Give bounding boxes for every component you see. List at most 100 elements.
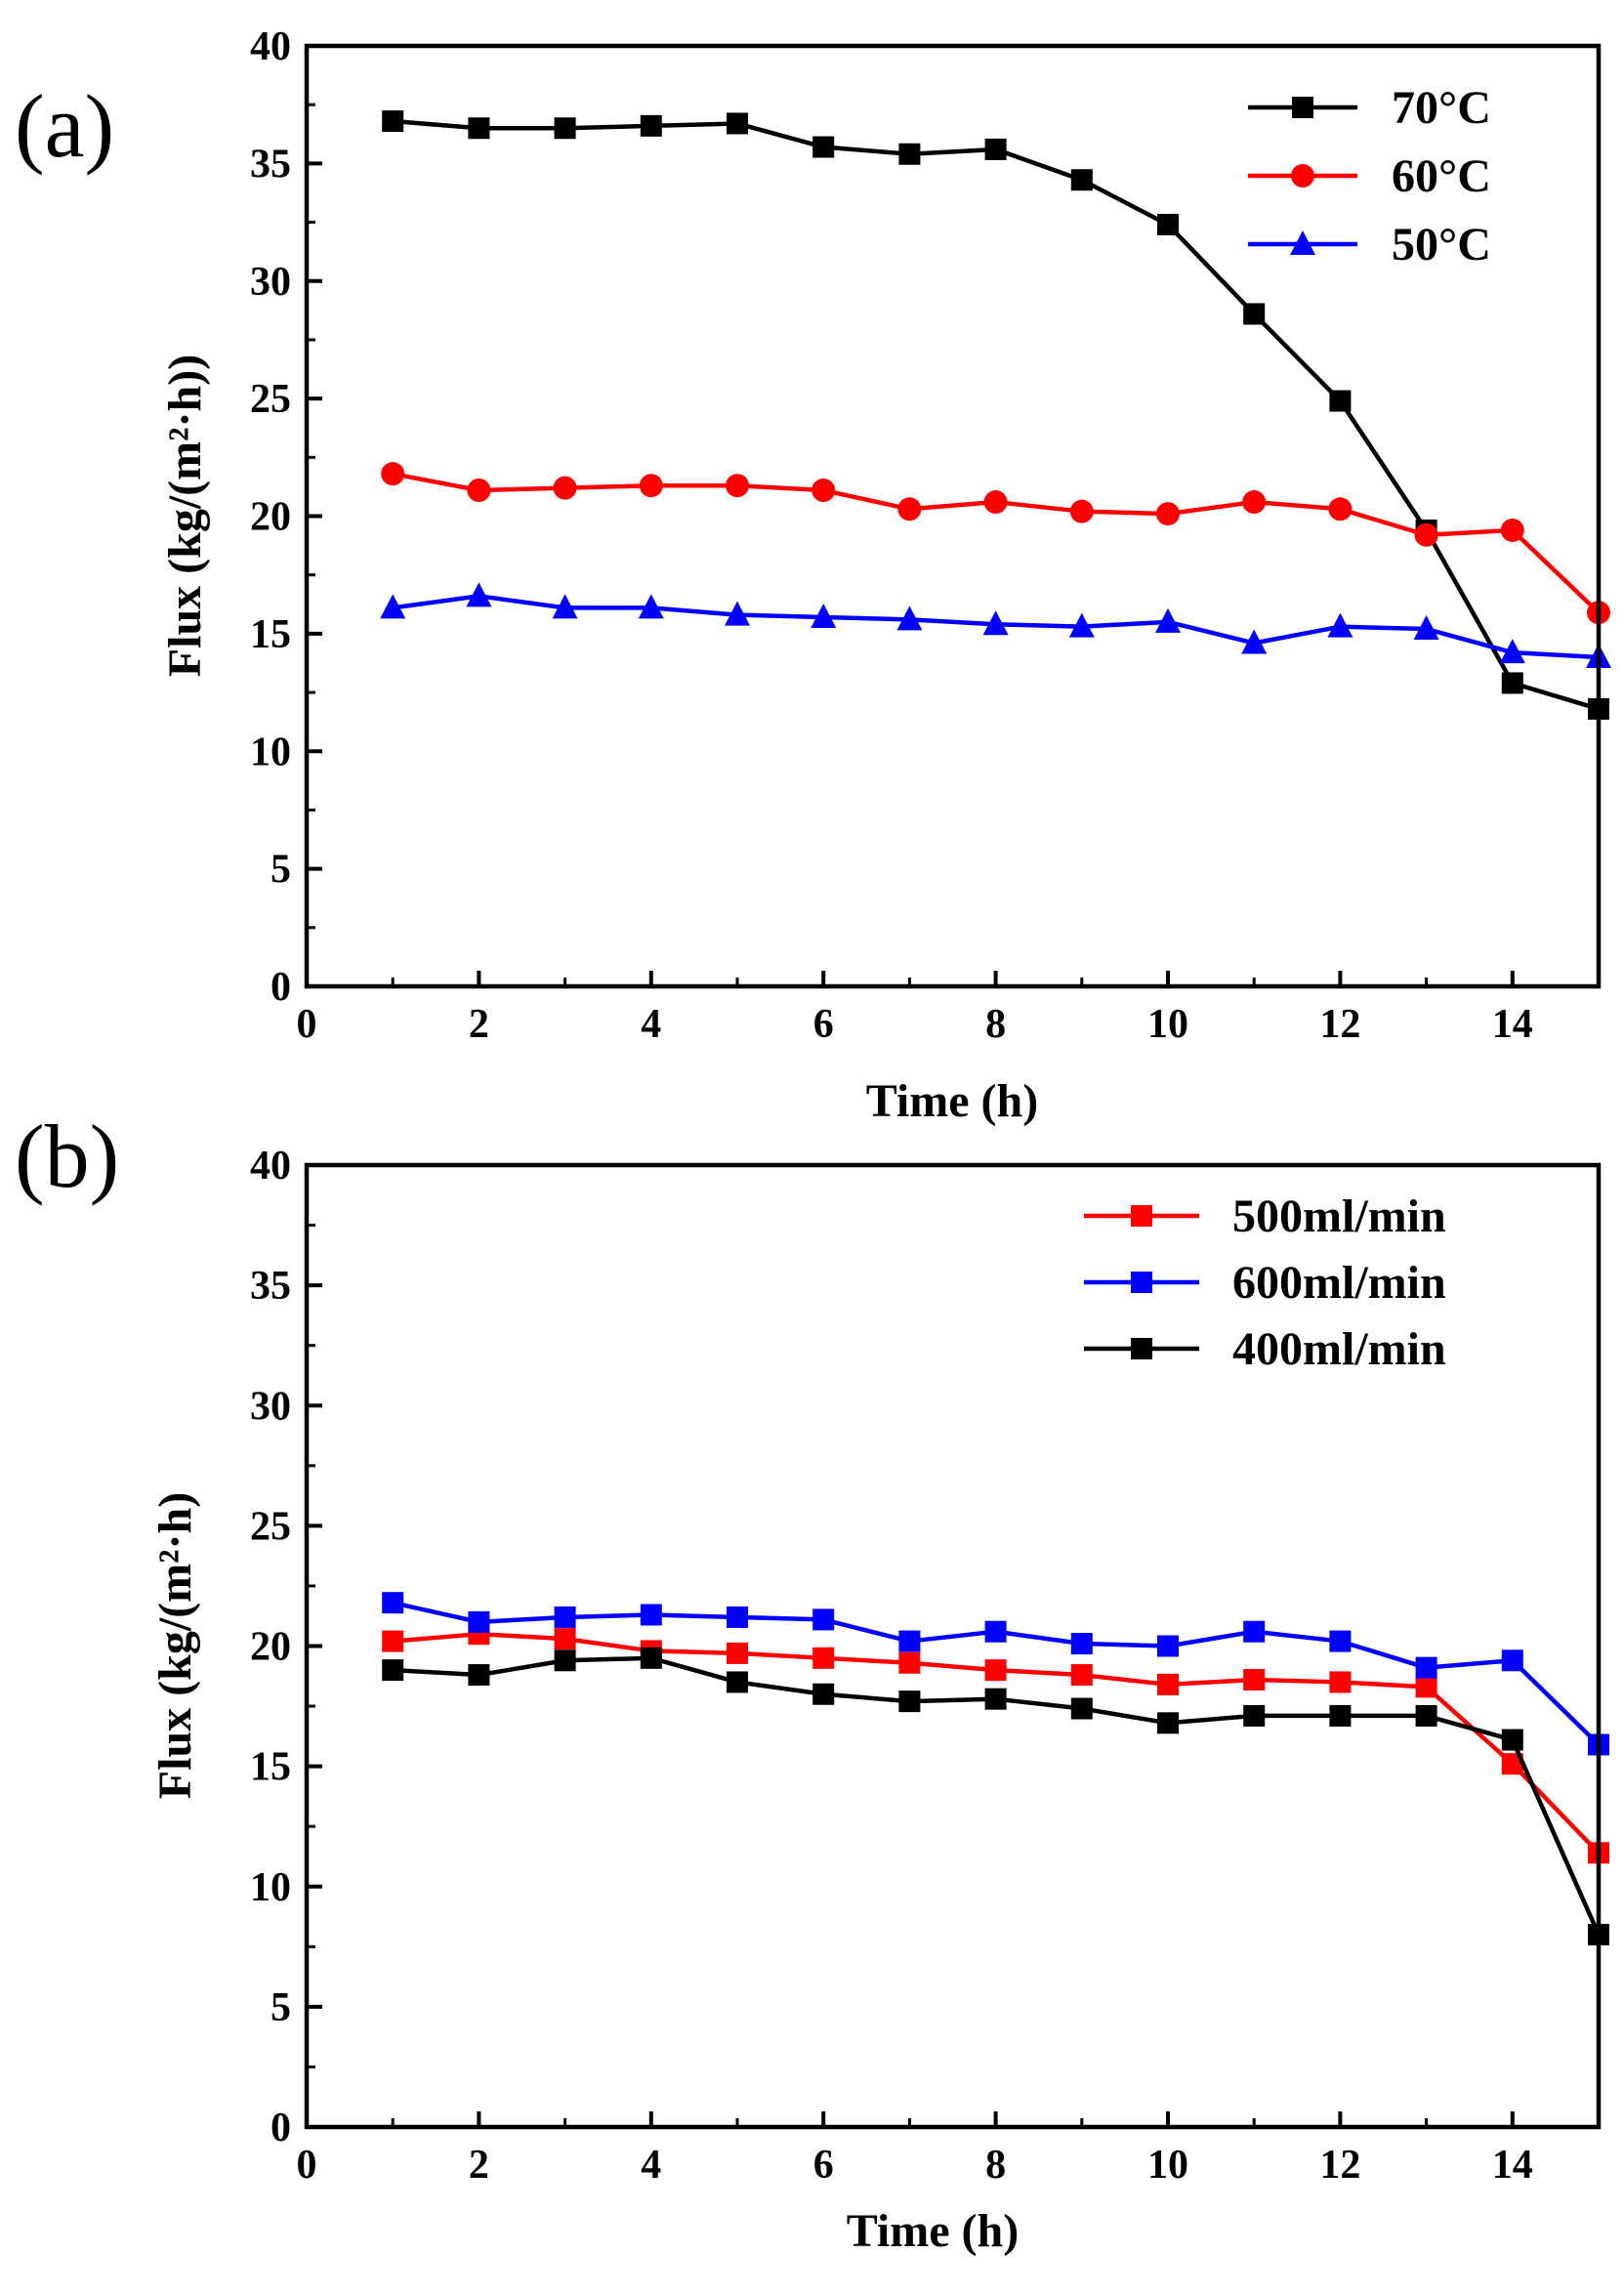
x-axis-title-a: Time (h) xyxy=(866,1075,1038,1127)
series-50°C xyxy=(380,582,1611,668)
data-point xyxy=(1070,1697,1093,1720)
data-point xyxy=(1157,1712,1179,1734)
plot-frame-b xyxy=(304,1162,1602,2130)
data-point xyxy=(638,594,664,619)
y-tick-label: 5 xyxy=(271,1985,291,2030)
data-point xyxy=(554,1628,576,1650)
x-axis-title-b: Time (h) xyxy=(847,2205,1019,2257)
legend-label: 70°C xyxy=(1392,82,1491,134)
y-tick-label: 0 xyxy=(271,965,291,1010)
data-point xyxy=(727,1671,748,1693)
data-point xyxy=(812,479,836,503)
y-axis-title-a: Flux (kg/(m²·h)) xyxy=(159,355,211,677)
data-point xyxy=(1070,1664,1093,1687)
data-point xyxy=(898,1651,921,1674)
x-tick-label: 10 xyxy=(1147,1002,1188,1047)
data-point xyxy=(1415,1656,1437,1679)
data-point xyxy=(726,474,749,498)
data-point xyxy=(467,479,491,503)
x-tick-label: 10 xyxy=(1147,2143,1188,2188)
data-point xyxy=(554,1649,576,1672)
data-point xyxy=(640,1604,662,1626)
legend-label: 600ml/min xyxy=(1232,1257,1446,1309)
data-point xyxy=(1329,390,1352,412)
y-tick-label: 35 xyxy=(250,142,291,187)
data-point xyxy=(727,1606,748,1628)
data-point xyxy=(1328,497,1353,522)
legend-a: 70°C 60°C 50°C xyxy=(1248,82,1491,271)
x-tick-label: 0 xyxy=(297,1002,317,1047)
x-tick-label: 6 xyxy=(813,1002,834,1047)
y-tick-label: 30 xyxy=(250,260,291,305)
legend-b: 500ml/min 600ml/min 400ml/min xyxy=(1084,1190,1446,1375)
data-point xyxy=(1329,1704,1352,1727)
y-tick-label: 10 xyxy=(250,1865,291,1910)
x-tick-label: 14 xyxy=(1492,1002,1533,1047)
data-point xyxy=(382,1592,404,1614)
data-point xyxy=(898,1630,921,1652)
data-point xyxy=(1501,1753,1523,1775)
data-point xyxy=(1501,1729,1523,1751)
y-tick-label: 40 xyxy=(250,24,291,69)
legend-label: 60°C xyxy=(1392,150,1491,202)
data-point xyxy=(1501,1649,1523,1672)
legend-item: 50°C xyxy=(1248,219,1491,271)
data-point xyxy=(1243,1620,1266,1643)
legend-marker xyxy=(1131,1338,1152,1359)
data-point xyxy=(381,462,405,486)
data-point xyxy=(552,594,578,619)
chart-panel-a: (a) 0 2 4 6 8 10 12 14 0 5 10 15 20 25 30 35 40 Time (h)… xyxy=(15,24,1611,1127)
data-point xyxy=(1070,1633,1093,1655)
data-point xyxy=(1414,522,1438,547)
data-point xyxy=(898,1690,921,1713)
data-point xyxy=(1243,1704,1266,1727)
legend-item: 400ml/min xyxy=(1084,1323,1446,1375)
legend-marker xyxy=(1131,1205,1152,1227)
x-tick-label: 2 xyxy=(469,1002,489,1047)
y-tick-label: 35 xyxy=(250,1264,291,1309)
data-point xyxy=(468,1664,490,1687)
data-point xyxy=(725,601,750,626)
data-point xyxy=(1243,1668,1266,1690)
legend-marker xyxy=(1131,1272,1152,1293)
data-point xyxy=(1500,518,1524,542)
data-point xyxy=(380,594,406,619)
data-point xyxy=(983,490,1008,515)
y-tick-label: 15 xyxy=(250,612,291,657)
data-point xyxy=(897,497,922,522)
x-tick-label: 12 xyxy=(1319,1002,1360,1047)
legend-marker xyxy=(1291,164,1314,188)
data-point xyxy=(1499,639,1525,664)
data-point xyxy=(984,1620,1007,1643)
data-point xyxy=(982,610,1009,636)
data-point xyxy=(382,1630,404,1652)
data-point xyxy=(1327,612,1353,638)
legend-label: 500ml/min xyxy=(1232,1190,1446,1242)
data-point xyxy=(1415,1676,1437,1698)
y-tick-label: 25 xyxy=(250,1504,291,1549)
y-tick-label: 20 xyxy=(250,1625,291,1670)
legend-item: 60°C xyxy=(1248,150,1491,202)
data-point xyxy=(1069,499,1094,523)
y-tick-label: 0 xyxy=(271,2106,291,2150)
data-point xyxy=(1243,303,1266,325)
series-group-a xyxy=(380,110,1611,720)
data-point xyxy=(639,474,663,498)
data-point xyxy=(1413,615,1439,641)
legend-label: 400ml/min xyxy=(1232,1323,1446,1375)
data-point xyxy=(382,110,404,133)
x-tick-label: 12 xyxy=(1319,2143,1360,2188)
y-tick-label: 40 xyxy=(250,1144,291,1189)
data-point xyxy=(984,1688,1007,1710)
data-point xyxy=(812,1647,835,1669)
legend-marker xyxy=(1292,97,1313,118)
data-point xyxy=(1415,1704,1437,1727)
data-point xyxy=(554,1606,576,1628)
series-400ml/min xyxy=(382,1647,1609,1945)
data-point xyxy=(727,1642,748,1664)
series-group-b xyxy=(382,1592,1609,1945)
y-axis-title-b: Flux (kg/(m²·h) xyxy=(149,1492,201,1799)
legend-item: 70°C xyxy=(1248,82,1491,134)
axis-ticks-a: 0 2 4 6 8 10 12 14 0 5 10 15 20 25 30 35 40 xyxy=(250,24,1601,1047)
